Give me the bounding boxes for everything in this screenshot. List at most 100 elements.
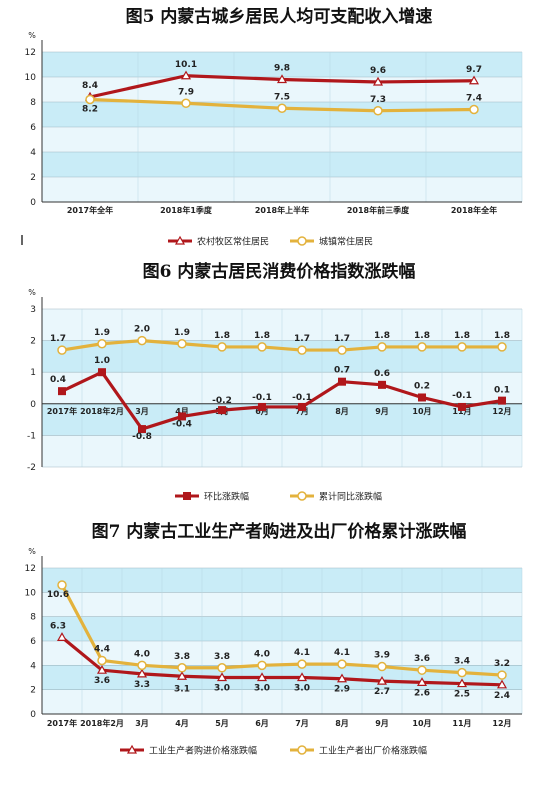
data-point xyxy=(298,402,306,411)
data-point xyxy=(180,70,192,80)
data-point xyxy=(417,665,427,675)
x-tick-label: 6月 xyxy=(255,407,269,416)
y-tick-label: 0 xyxy=(30,400,36,410)
data-label: -0.8 xyxy=(132,432,152,442)
series-primary: 6.3 3.6 3.3 3.1 3.0 3.0 3.0 2.9 2.7 2.6 2.5 2.4 xyxy=(50,621,510,700)
data-point xyxy=(458,402,466,411)
legend-label: 工业生产者购进价格涨跌幅 xyxy=(149,745,257,757)
y-tick-label: 4 xyxy=(30,148,36,158)
chart-6: 图6 内蒙古居民消费价格指数涨跌幅 -2 -1 0 1 2 3% 2017年 2018年2月 3月… xyxy=(27,261,523,503)
series-secondary: 8.2 7.9 7.5 7.3 7.4 xyxy=(82,87,482,116)
series-primary: 0.4 1.0 -0.8 -0.4 -0.2 -0.1 -0.1 0.7 0.6 0.2 -0.1 0… xyxy=(50,356,510,442)
data-label: 1.8 xyxy=(374,331,390,341)
data-point xyxy=(217,342,227,352)
x-tick-label: 6月 xyxy=(255,719,269,728)
data-point xyxy=(257,660,267,671)
series-line xyxy=(60,636,503,687)
data-label: 10.1 xyxy=(175,60,197,70)
data-label: 9.6 xyxy=(370,66,386,76)
series-line xyxy=(60,584,503,677)
y-unit-label: % xyxy=(28,547,36,556)
data-label: 1.8 xyxy=(214,331,230,341)
data-label: 0.6 xyxy=(374,369,390,379)
data-label: 2.9 xyxy=(334,685,350,695)
data-point xyxy=(137,335,147,346)
data-label: 1.9 xyxy=(94,328,110,338)
y-tick-label: 2 xyxy=(30,173,36,183)
data-point xyxy=(418,393,426,402)
legend: 工业生产者购进价格涨跌幅 工业生产者出厂价格涨跌幅 xyxy=(120,745,427,757)
legend-label: 工业生产者出厂价格涨跌幅 xyxy=(319,745,427,757)
data-point xyxy=(373,106,383,116)
y-unit-label: % xyxy=(28,31,36,40)
y-tick-label: -1 xyxy=(27,431,36,441)
y-tick-label: 0 xyxy=(30,710,36,720)
data-point xyxy=(457,342,467,352)
x-tick-label: 10月 xyxy=(412,407,431,416)
x-tick-label: 10月 xyxy=(412,719,431,728)
x-tick-label: 9月 xyxy=(375,719,389,728)
data-point xyxy=(498,396,506,405)
legend-marker xyxy=(126,744,138,754)
x-tick-label: 7月 xyxy=(295,719,309,728)
y-unit-label: % xyxy=(28,288,36,297)
data-point xyxy=(416,677,428,686)
data-label: 0.7 xyxy=(334,366,350,376)
x-tick-label: 8月 xyxy=(335,407,349,416)
data-label: 2.4 xyxy=(494,691,510,701)
data-label: 1.0 xyxy=(94,356,110,366)
data-point xyxy=(176,671,188,680)
data-point xyxy=(256,672,268,682)
data-label: 7.3 xyxy=(370,95,386,105)
data-label: 3.0 xyxy=(254,684,270,694)
data-label: 6.3 xyxy=(50,621,66,631)
x-tick-label: 2018年2月 xyxy=(80,718,124,728)
data-label: 3.1 xyxy=(174,684,190,694)
x-tick-label: 4月 xyxy=(175,407,189,416)
data-point xyxy=(297,659,307,669)
data-label: 3.9 xyxy=(374,651,390,661)
data-label: 10.6 xyxy=(47,590,69,600)
x-tick-label: 2018年前三季度 xyxy=(347,205,410,215)
data-point xyxy=(417,342,427,352)
data-point xyxy=(257,342,267,352)
data-label: 3.2 xyxy=(494,659,510,669)
data-label: 0.1 xyxy=(494,386,510,396)
y-tick-label: 12 xyxy=(25,564,36,574)
data-label: 2.6 xyxy=(414,688,430,698)
data-label: 7.5 xyxy=(274,92,290,102)
data-label: 2.7 xyxy=(374,687,390,697)
data-label: 1.9 xyxy=(174,328,190,338)
data-point xyxy=(456,678,468,688)
x-tick-label: 2018年上半年 xyxy=(255,205,309,215)
x-tick-label: 12月 xyxy=(492,407,511,416)
data-label: 0.2 xyxy=(414,381,430,391)
series-secondary: 10.6 4.4 4.0 3.8 3.8 4.0 4.1 4.1 3.9 3.6 3.4 3.2 xyxy=(47,580,510,680)
data-label: 1.8 xyxy=(454,331,470,341)
x-tick-label: 3月 xyxy=(135,719,149,728)
data-point xyxy=(377,661,387,672)
x-tick-label: 11月 xyxy=(452,407,471,416)
data-label: 1.7 xyxy=(294,334,310,344)
data-point xyxy=(336,673,348,683)
data-label: 3.8 xyxy=(174,652,190,662)
legend-label: 累计同比涨跌幅 xyxy=(319,491,382,503)
data-label: 4.0 xyxy=(134,649,150,659)
data-point xyxy=(497,670,507,680)
data-point xyxy=(56,632,68,641)
data-label: 2.5 xyxy=(454,690,470,700)
data-point xyxy=(378,380,386,389)
data-label: 4.0 xyxy=(254,649,270,659)
legend: 环比涨跌幅 累计同比涨跌幅 xyxy=(175,491,382,503)
data-point xyxy=(468,75,480,85)
y-tick-label: 2 xyxy=(30,686,36,696)
data-label: 3.3 xyxy=(134,680,150,690)
data-point xyxy=(496,679,508,689)
series-line xyxy=(61,370,503,431)
series-line xyxy=(61,339,502,352)
data-point xyxy=(138,425,146,434)
data-label: 3.4 xyxy=(454,657,470,667)
data-label: 3.6 xyxy=(94,676,110,686)
x-tick-label: 2018年1季度 xyxy=(160,205,213,215)
data-point xyxy=(338,377,346,386)
